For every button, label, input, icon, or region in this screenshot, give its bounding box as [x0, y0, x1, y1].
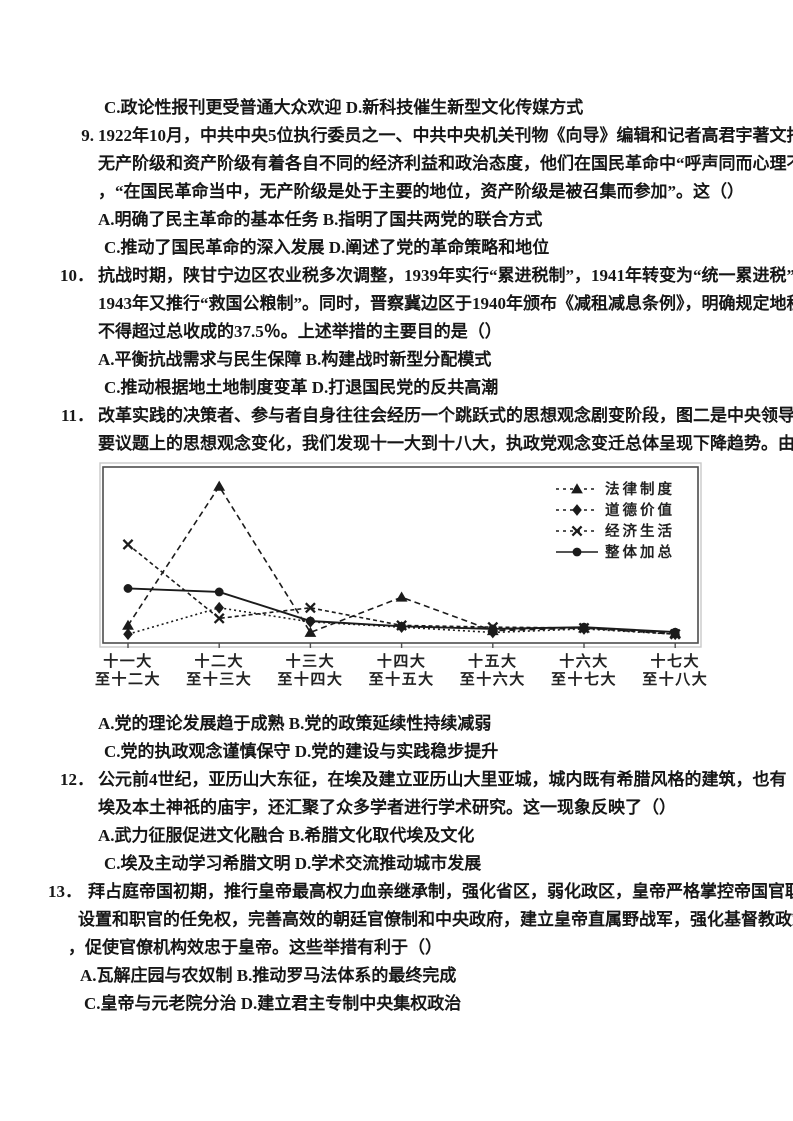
options-ab: A.党的理论发展趋于成熟 B.党的政策延续性持续减弱	[0, 710, 793, 738]
page-content: C.政论性报刊更受普通大众欢迎 D.新科技催生新型文化传媒方式 9. 1922年…	[0, 94, 793, 1018]
question-line: 不得超过总收成的37.5％。上述举措的主要目的是（）	[0, 318, 793, 346]
question-line: 12． 公元前4世纪，亚历山大东征，在埃及建立亚历山大里亚城，城内既有希腊风格的…	[0, 766, 793, 794]
svg-text:十三大: 十三大	[286, 652, 336, 670]
svg-text:经济生活: 经济生活	[605, 522, 675, 540]
options-ab: A.明确了民主革命的基本任务 B.指明了国共两党的联合方式	[0, 206, 793, 234]
question-text: 无产阶级和资产阶级有着各自不同的经济利益和政治态度，他们在国民革命中“呼声同而心…	[98, 154, 793, 173]
question-8-options-cd: C.政论性报刊更受普通大众欢迎 D.新科技催生新型文化传媒方式	[0, 94, 793, 122]
question-number: 9.	[81, 126, 94, 145]
options-ab: A.武力征服促进文化融合 B.希腊文化取代埃及文化	[0, 822, 793, 850]
question-line: 要议题上的思想观念变化，我们发现十一大到十八大，执政党观念变迁总体呈现下降趋势。…	[0, 430, 793, 458]
options-cd-text: C.推动根据地土地制度变革 D.打退国民党的反共高潮	[104, 378, 499, 397]
options-ab-text: A.瓦解庄园与农奴制 B.推动罗马法体系的最终完成	[80, 966, 457, 985]
question-text: 拜占庭帝国初期，推行皇帝最高权力血亲继承制，强化省区，弱化政区，皇帝严格掌控帝国…	[88, 882, 793, 901]
svg-text:至十八大: 至十八大	[642, 670, 708, 688]
svg-text:至十三大: 至十三大	[186, 670, 252, 688]
question-line: ，“在国民革命当中，无产阶级是处于主要的地位，资产阶级是被召集而参加”。这（）	[0, 178, 793, 206]
question-line: 1943年又推行“救国公粮制”。同时，晋察冀边区于1940年颁布《减租减息条例》…	[0, 290, 793, 318]
options-cd: C.埃及主动学习希腊文明 D.学术交流推动城市发展	[0, 850, 793, 878]
svg-text:至十五大: 至十五大	[369, 670, 435, 688]
svg-text:至十七大: 至十七大	[551, 670, 617, 688]
svg-text:十六大: 十六大	[559, 652, 609, 670]
question-line: 无产阶级和资产阶级有着各自不同的经济利益和政治态度，他们在国民革命中“呼声同而心…	[0, 150, 793, 178]
svg-text:整体加总: 整体加总	[605, 543, 675, 561]
thought-change-line-chart: 十一大至十二大十二大至十三大十三大至十四大十四大至十五大十五大至十六大十六大至十…	[95, 462, 708, 688]
question-line: ，促使官僚机构效忠于皇帝。这些举措有利于（）	[0, 934, 793, 962]
options-ab-text: A.平衡抗战需求与民生保障 B.构建战时新型分配模式	[98, 350, 492, 369]
options-ab: A.平衡抗战需求与民生保障 B.构建战时新型分配模式	[0, 346, 793, 374]
svg-text:至十六大: 至十六大	[460, 670, 526, 688]
options-ab-text: A.武力征服促进文化融合 B.希腊文化取代埃及文化	[98, 826, 475, 845]
options-ab: A.瓦解庄园与农奴制 B.推动罗马法体系的最终完成	[0, 962, 793, 990]
svg-text:十四大: 十四大	[377, 652, 427, 670]
options-ab-text: A.党的理论发展趋于成熟 B.党的政策延续性持续减弱	[98, 714, 492, 733]
options-cd: C.党的执政观念谨慎保守 D.党的建设与实践稳步提升	[0, 738, 793, 766]
svg-text:十二大: 十二大	[194, 652, 244, 670]
options-cd: C.推动根据地土地制度变革 D.打退国民党的反共高潮	[0, 374, 793, 402]
question-line: 设置和职官的任免权，完善高效的朝廷官僚制和中央政府，建立皇帝直属野战军，强化基督…	[0, 906, 793, 934]
options-cd: C.皇帝与元老院分治 D.建立君主专制中央集权政治	[0, 990, 793, 1018]
options-cd-text: C.推动了国民革命的深入发展 D.阐述了党的革命策略和地位	[104, 238, 550, 257]
question-number: 11．	[60, 406, 94, 425]
svg-text:至十二大: 至十二大	[95, 670, 161, 688]
options-ab-text: A.明确了民主革命的基本任务 B.指明了国共两党的联合方式	[98, 210, 543, 229]
question-line: 9. 1922年10月，中共中央5位执行委员之一、中共中央机关刊物《向导》编辑和…	[0, 122, 793, 150]
question-line: 埃及本土神祇的庙宇，还汇聚了众多学者进行学术研究。这一现象反映了（）	[0, 794, 793, 822]
question-text: 设置和职官的任免权，完善高效的朝廷官僚制和中央政府，建立皇帝直属野战军，强化基督…	[78, 910, 793, 929]
question-text: ，促使官僚机构效忠于皇帝。这些举措有利于（）	[68, 938, 442, 957]
question-text: 不得超过总收成的37.5％。上述举措的主要目的是（）	[98, 322, 502, 341]
svg-text:道德价值: 道德价值	[605, 501, 675, 519]
question-11-figure: 十一大 至十二大 十二大 至十三大 十三大 至十四大 十四大 至十五大 十五大 至十六大 十六大 至十…	[0, 458, 793, 710]
question-line: 11． 改革实践的决策者、参与者自身往往会经历一个跳跃式的思想观念剧变阶段，图二…	[0, 402, 793, 430]
question-9: 9. 1922年10月，中共中央5位执行委员之一、中共中央机关刊物《向导》编辑和…	[0, 122, 793, 262]
question-number: 12．	[60, 770, 94, 789]
svg-text:法律制度: 法律制度	[605, 480, 675, 498]
options-cd-text: C.政论性报刊更受普通大众欢迎 D.新科技催生新型文化传媒方式	[104, 98, 584, 117]
svg-text:十一大: 十一大	[103, 652, 153, 670]
question-11: 11． 改革实践的决策者、参与者自身往往会经历一个跳跃式的思想观念剧变阶段，图二…	[0, 402, 793, 766]
question-text: 要议题上的思想观念变化，我们发现十一大到十八大，执政党观念变迁总体呈现下降趋势。…	[98, 434, 793, 453]
question-line: 10． 抗战时期，陕甘宁边区农业税多次调整，1939年实行“累进税制”，1941…	[0, 262, 793, 290]
svg-text:至十四大: 至十四大	[277, 670, 343, 688]
question-text: 改革实践的决策者、参与者自身往往会经历一个跳跃式的思想观念剧变阶段，图二是中央领…	[98, 406, 793, 425]
question-text: 1943年又推行“救国公粮制”。同时，晋察冀边区于1940年颁布《减租减息条例》…	[98, 294, 793, 313]
question-10: 10． 抗战时期，陕甘宁边区农业税多次调整，1939年实行“累进税制”，1941…	[0, 262, 793, 402]
question-line: 13． 拜占庭帝国初期，推行皇帝最高权力血亲继承制，强化省区，弱化政区，皇帝严格…	[0, 878, 793, 906]
question-12: 12． 公元前4世纪，亚历山大东征，在埃及建立亚历山大里亚城，城内既有希腊风格的…	[0, 766, 793, 878]
question-text: 抗战时期，陕甘宁边区农业税多次调整，1939年实行“累进税制”，1941年转变为…	[98, 266, 793, 285]
options-cd: C.推动了国民革命的深入发展 D.阐述了党的革命策略和地位	[0, 234, 793, 262]
svg-text:十七大: 十七大	[650, 652, 700, 670]
question-13: 13． 拜占庭帝国初期，推行皇帝最高权力血亲继承制，强化省区，弱化政区，皇帝严格…	[0, 878, 793, 1018]
question-text: ，“在国民革命当中，无产阶级是处于主要的地位，资产阶级是被召集而参加”。这（）	[98, 182, 744, 201]
options-cd-text: C.埃及主动学习希腊文明 D.学术交流推动城市发展	[104, 854, 482, 873]
question-text: 公元前4世纪，亚历山大东征，在埃及建立亚历山大里亚城，城内既有希腊风格的建筑，也…	[98, 770, 787, 789]
options-cd-text: C.皇帝与元老院分治 D.建立君主专制中央集权政治	[84, 994, 462, 1013]
question-number: 10．	[60, 266, 94, 285]
question-number: 13．	[48, 882, 82, 901]
question-text: 1922年10月，中共中央5位执行委员之一、中共中央机关刊物《向导》编辑和记者高…	[98, 126, 793, 145]
question-text: 埃及本土神祇的庙宇，还汇聚了众多学者进行学术研究。这一现象反映了（）	[98, 798, 676, 817]
svg-text:十五大: 十五大	[468, 652, 518, 670]
options-cd-text: C.党的执政观念谨慎保守 D.党的建设与实践稳步提升	[104, 742, 499, 761]
